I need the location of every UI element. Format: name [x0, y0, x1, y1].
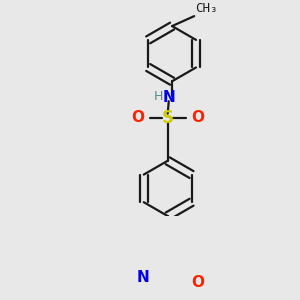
Text: S: S — [162, 109, 174, 127]
Text: H: H — [154, 90, 163, 103]
Text: CH₃: CH₃ — [195, 2, 218, 15]
Text: O: O — [191, 110, 204, 125]
Text: O: O — [191, 275, 204, 290]
Text: O: O — [131, 110, 145, 125]
Text: N: N — [137, 270, 150, 285]
Text: N: N — [162, 90, 175, 105]
